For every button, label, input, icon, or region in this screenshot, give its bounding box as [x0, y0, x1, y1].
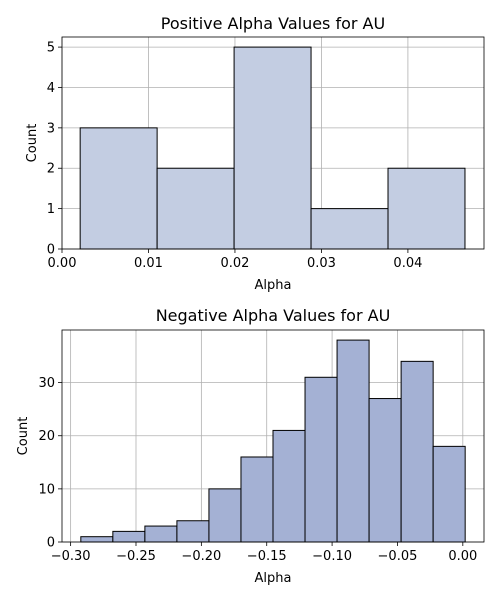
chart-positive-alpha: 0.00 0.01 0.02 0.03 0.04 0 1 2 3 4 5 Positive Alpha… — [25, 14, 485, 293]
histogram-bar — [304, 376, 338, 543]
y-tick-label: 0 — [47, 536, 55, 551]
x-axis-label: Alpha — [255, 278, 292, 293]
x-tick-label: −0.15 — [247, 549, 287, 564]
chart-title: Positive Alpha Values for AU — [161, 14, 385, 33]
y-tick-label: 3 — [47, 121, 55, 136]
histogram-bar — [156, 167, 235, 250]
y-tick-label: 10 — [38, 482, 55, 497]
histogram-bar — [387, 167, 466, 250]
y-tick-label: 4 — [47, 81, 55, 96]
y-tick-label: 0 — [47, 243, 55, 258]
x-tick-label: 0.00 — [48, 256, 77, 271]
y-axis-label: Count — [25, 124, 40, 163]
y-axis-label: Count — [16, 417, 31, 456]
histogram-bar — [112, 530, 146, 543]
histogram-bar — [272, 429, 306, 543]
histogram-bar — [79, 127, 158, 250]
x-tick-label: 0.00 — [448, 549, 477, 564]
x-tick-label: −0.20 — [181, 549, 221, 564]
x-tick-label: −0.25 — [116, 549, 156, 564]
y-tick-label: 5 — [47, 41, 55, 56]
x-tick-label: 0.03 — [307, 256, 336, 271]
chart-negative-alpha: −0.30 −0.25 −0.20 −0.15 −0.10 −0.05 0.00 0 10 20 3… — [16, 306, 485, 586]
histogram-bar — [176, 520, 210, 543]
histogram-bar — [144, 525, 178, 543]
histogram-bar — [432, 445, 466, 543]
histogram-bar — [310, 208, 389, 250]
histogram-bar — [208, 488, 242, 543]
x-tick-label: 0.04 — [393, 256, 422, 271]
histogram-bar — [233, 46, 312, 250]
histogram-bar — [400, 360, 434, 543]
histogram-bar — [80, 536, 114, 543]
histogram-bar — [368, 398, 402, 543]
x-tick-label: −0.05 — [378, 549, 418, 564]
histogram-bar — [240, 456, 274, 543]
x-tick-label: −0.30 — [51, 549, 91, 564]
y-tick-label: 1 — [47, 202, 55, 217]
histogram-bar — [336, 339, 370, 543]
x-tick-label: −0.10 — [312, 549, 352, 564]
x-tick-label: 0.02 — [220, 256, 249, 271]
chart-title: Negative Alpha Values for AU — [156, 306, 391, 325]
axes-frame — [61, 36, 485, 250]
y-tick-label: 20 — [38, 429, 55, 444]
x-axis-label: Alpha — [255, 571, 292, 586]
x-tick-label: 0.01 — [134, 256, 163, 271]
y-tick-label: 30 — [38, 376, 55, 391]
y-tick-label: 2 — [47, 162, 55, 177]
